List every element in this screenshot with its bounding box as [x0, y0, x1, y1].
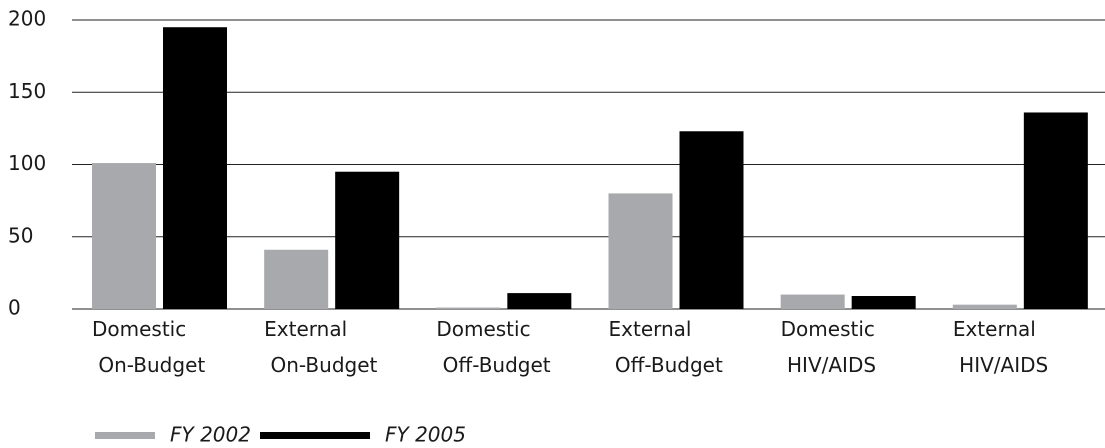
bar — [851, 295, 916, 309]
legend-label: FY 2005 — [385, 423, 466, 447]
bar — [608, 193, 673, 309]
y-tick-label: 0 — [8, 296, 21, 320]
x-tick-label: Domestic Off-Budget — [436, 317, 550, 377]
bar — [952, 304, 1017, 309]
bar — [1023, 112, 1088, 309]
legend-swatch — [260, 432, 370, 439]
y-tick-label: 100 — [8, 151, 46, 175]
x-tick-label: External Off-Budget — [609, 317, 723, 377]
bar — [264, 249, 329, 309]
y-tick-label: 200 — [8, 7, 46, 31]
x-tick-label: Domestic On-Budget — [92, 317, 205, 377]
bar — [780, 294, 845, 309]
x-tick-label: Domestic HIV/AIDS — [781, 317, 876, 377]
bar — [163, 27, 227, 309]
legend-label: FY 2002 — [170, 423, 251, 447]
y-tick-label: 50 — [8, 223, 33, 247]
x-tick-label: External HIV/AIDS — [953, 317, 1048, 377]
bar — [436, 307, 501, 309]
legend-swatch — [95, 432, 155, 439]
bar — [92, 163, 156, 309]
bar — [335, 171, 400, 309]
bar — [679, 131, 744, 309]
bar — [507, 293, 572, 309]
y-tick-label: 150 — [8, 79, 46, 103]
x-tick-label: External On-Budget — [264, 317, 377, 377]
